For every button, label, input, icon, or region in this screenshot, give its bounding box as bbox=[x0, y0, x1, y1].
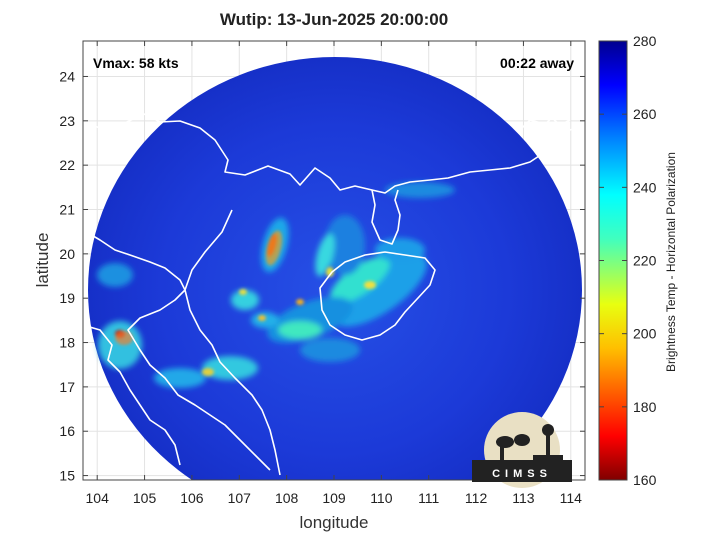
convection-cores bbox=[115, 230, 376, 376]
y-tick-label: 23 bbox=[59, 113, 75, 129]
x-tick-label: 109 bbox=[322, 490, 346, 506]
x-tick-label: 111 bbox=[418, 490, 439, 506]
y-tick-label: 24 bbox=[59, 68, 75, 84]
y-axis-label: latitude bbox=[33, 233, 52, 288]
x-tick-label: 112 bbox=[465, 490, 488, 506]
x-tick-label: 107 bbox=[228, 490, 252, 506]
time-away-label: 00:22 away bbox=[500, 55, 574, 71]
y-tick-label: 20 bbox=[59, 246, 75, 262]
colorbar-ticks: 280 260 240 220 200 180 160 bbox=[599, 33, 657, 488]
x-tick-label: 104 bbox=[86, 490, 110, 506]
y-tick-label: 19 bbox=[59, 290, 75, 306]
coastlines bbox=[83, 113, 585, 476]
colorbar-tick-label: 220 bbox=[633, 253, 657, 269]
convection-bands bbox=[97, 182, 455, 388]
x-tick-label: 114 bbox=[560, 490, 583, 506]
y-tick-label: 22 bbox=[59, 157, 75, 173]
colorbar-tick-label: 200 bbox=[633, 326, 657, 342]
y-tick-label: 17 bbox=[59, 379, 75, 395]
colorbar-tick-label: 260 bbox=[633, 106, 657, 122]
x-tick-label: 106 bbox=[180, 490, 204, 506]
x-axis-label: longitude bbox=[299, 513, 368, 532]
x-tick-label: 108 bbox=[275, 490, 299, 506]
colorbar-title: Brightness Temp - Horizontal Polarizatio… bbox=[664, 152, 678, 372]
colorbar-tick-label: 180 bbox=[633, 399, 657, 415]
vmax-label: Vmax: 58 kts bbox=[93, 55, 179, 71]
colorbar-tick-label: 160 bbox=[633, 472, 657, 488]
y-tick-label: 16 bbox=[59, 423, 75, 439]
logo-text: CIMSS bbox=[492, 468, 552, 480]
x-tick-label: 110 bbox=[370, 490, 393, 506]
y-tick-label: 15 bbox=[59, 468, 75, 484]
x-tick-label: 105 bbox=[133, 490, 157, 506]
y-tick-label: 21 bbox=[59, 202, 75, 218]
colorbar-tick-label: 240 bbox=[633, 179, 657, 195]
cimss-logo: CIMSS bbox=[472, 412, 572, 488]
plot-title: Wutip: 13-Jun-2025 20:00:00 bbox=[219, 10, 449, 29]
x-axis-ticks: 104 105 106 107 108 109 110 111 112 113 114 bbox=[86, 41, 583, 506]
y-tick-label: 18 bbox=[59, 335, 75, 351]
colorbar-tick-label: 280 bbox=[633, 33, 657, 49]
y-axis-ticks: 24 23 22 21 20 19 18 17 16 15 bbox=[59, 68, 585, 484]
x-tick-label: 113 bbox=[512, 490, 535, 506]
